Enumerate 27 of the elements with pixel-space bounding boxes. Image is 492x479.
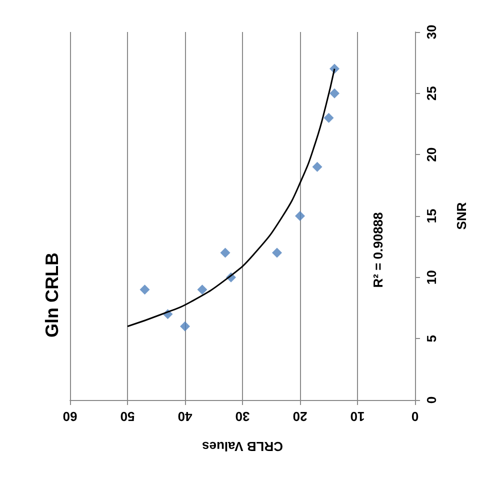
y-tick-label: 0: [424, 396, 439, 404]
x-tick-label: 20: [292, 409, 308, 424]
x-tick-label: 30: [235, 409, 250, 424]
point: [324, 112, 334, 123]
point: [330, 88, 340, 98]
x-tick-label: 40: [178, 409, 192, 424]
y-tick-label: 15: [424, 208, 439, 224]
x-tick-label: 60: [62, 409, 78, 424]
annotation: R² = 0.90888: [370, 212, 386, 288]
y-axis-title: SNR: [454, 202, 469, 230]
y-tick-label: 10: [424, 270, 439, 285]
x-tick-label: 0: [411, 409, 419, 424]
point: [197, 284, 208, 295]
point: [220, 248, 230, 258]
y-tick-label: 20: [424, 147, 439, 162]
x-axis-title: CRLB Values: [202, 439, 283, 454]
y-tick-label: 25: [424, 86, 439, 101]
point: [140, 284, 150, 295]
point: [295, 211, 305, 221]
x-tick-label: 10: [350, 409, 365, 424]
x-tick-label: 50: [120, 409, 135, 424]
point: [312, 162, 322, 172]
text: Gln CRLB: [42, 252, 62, 338]
point: [272, 248, 282, 258]
y-tick-label: 5: [424, 335, 439, 342]
y-tick-label: 30: [424, 24, 439, 40]
point: [180, 321, 190, 332]
